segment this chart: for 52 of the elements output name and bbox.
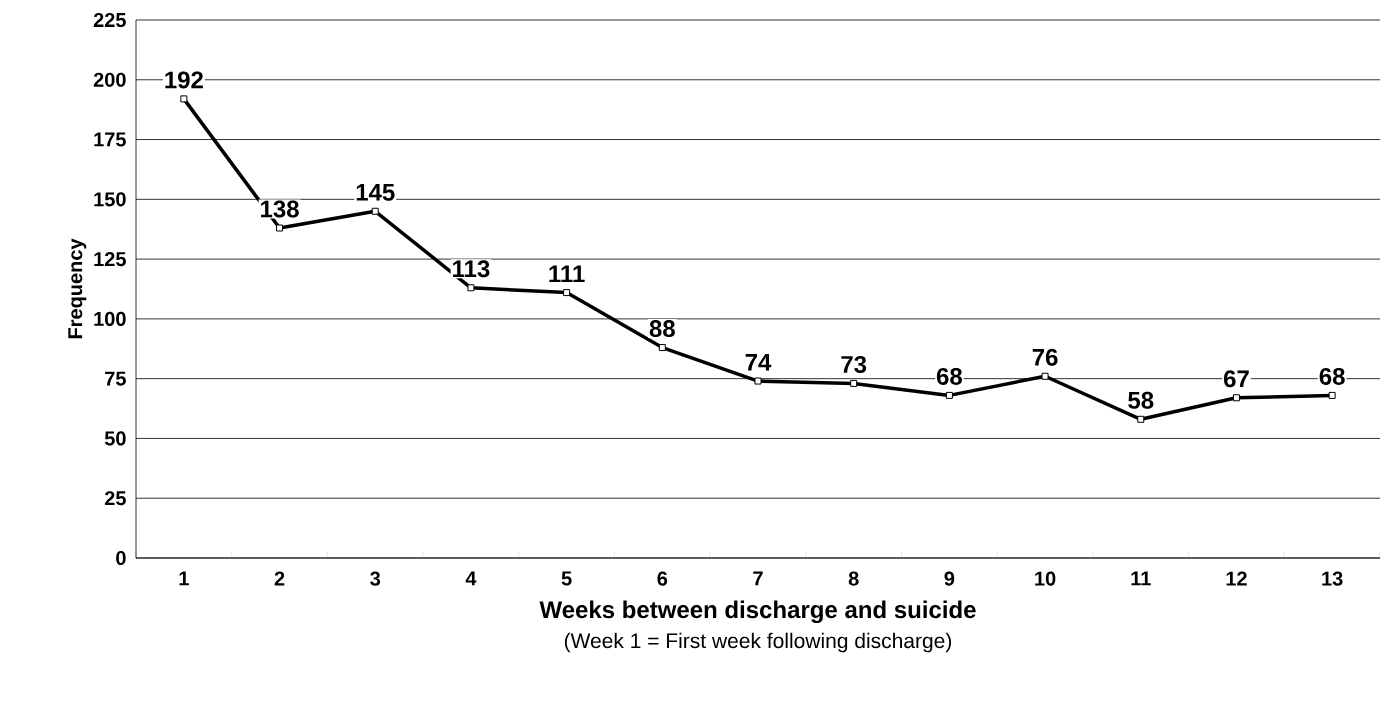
- point: [658, 344, 666, 352]
- x-tick-label: 1: [179, 571, 189, 586]
- point: [180, 95, 188, 103]
- x-tick-label: 13: [1322, 571, 1343, 586]
- data-label: 73: [841, 355, 867, 373]
- point: [1137, 415, 1145, 423]
- data-label: 76: [1032, 348, 1058, 366]
- x-tick-label: 7: [753, 571, 763, 586]
- x-tick-label: 12: [1226, 571, 1247, 586]
- y-axis-title: Frequency: [68, 238, 87, 339]
- y-tick-label: 50: [104, 431, 126, 446]
- data-label: 58: [1128, 391, 1154, 409]
- y-tick-label: 225: [93, 12, 126, 28]
- x-tick-label: 8: [848, 571, 859, 586]
- data-label: 111: [549, 265, 585, 283]
- x-tick-label: 10: [1035, 571, 1056, 586]
- data-label: 68: [936, 367, 962, 385]
- x-tick-label: 3: [370, 571, 381, 586]
- data-label: 67: [1223, 370, 1249, 388]
- x-tick-label: 2: [274, 571, 285, 586]
- point: [1232, 394, 1240, 402]
- point: [467, 284, 475, 292]
- y-tick-label: 200: [93, 72, 126, 87]
- data-label: 113: [453, 260, 490, 278]
- data-label: 138: [261, 200, 299, 218]
- x-tick-label: 11: [1131, 571, 1151, 586]
- point: [1328, 391, 1336, 399]
- y-tick-label: 125: [94, 252, 126, 267]
- y-tick-label: 75: [105, 371, 126, 386]
- data-label: 74: [745, 354, 772, 371]
- data-label: 145: [356, 184, 395, 201]
- x-tick-label: 9: [944, 571, 955, 586]
- x-axis-title: Weeks between discharge and suicide: [539, 600, 976, 624]
- y-tick-label: 175: [94, 132, 126, 147]
- point: [276, 224, 284, 232]
- x-tick-label: 4: [465, 571, 477, 586]
- y-tick-label: 150: [94, 192, 126, 207]
- point: [371, 207, 379, 215]
- point: [945, 391, 953, 399]
- x-tick-label: 6: [657, 571, 668, 586]
- data-label: 192: [165, 71, 203, 89]
- data-label: 68: [1319, 367, 1345, 385]
- y-tick-label: 0: [116, 550, 126, 566]
- data-label: 88: [649, 320, 675, 338]
- point: [563, 289, 571, 297]
- y-tick-label: 25: [104, 491, 126, 506]
- text: (Week 1 = First week following discharge): [564, 632, 952, 653]
- point: [1041, 372, 1049, 380]
- point: [850, 379, 858, 387]
- x-tick-label: 5: [561, 571, 572, 586]
- point: [754, 377, 762, 385]
- y-tick-label: 100: [94, 311, 126, 326]
